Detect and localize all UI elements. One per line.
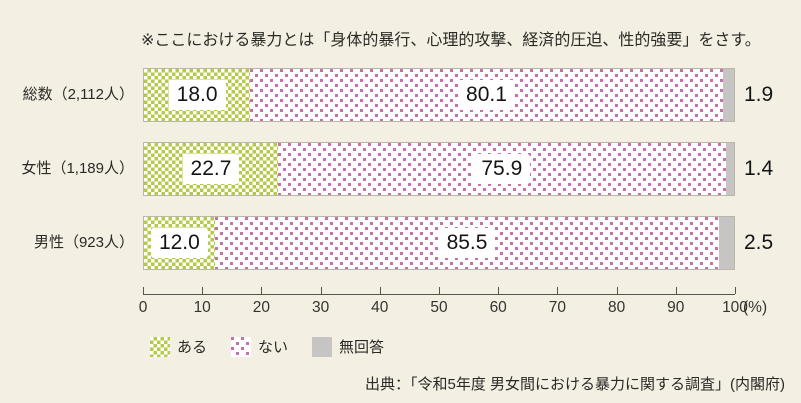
stacked-bar-male: 12.0 85.5: [143, 216, 735, 270]
axis-tick: [202, 287, 204, 294]
axis-tick: [143, 287, 144, 294]
axis-tick: [557, 287, 559, 294]
legend-label-aru: ある: [177, 339, 208, 356]
value-label-aru-total: 18.0: [168, 80, 226, 110]
axis-tick: [439, 287, 440, 294]
value-label-nai-female: 75.9: [473, 154, 531, 184]
axis-tick: [675, 287, 677, 294]
bar-row-male: 男性（923人） 12.0 85.5 2.5: [0, 216, 801, 270]
segment-nai-total: 80.1: [250, 69, 723, 121]
x-axis: [143, 286, 736, 295]
chart-note: ※ここにおける暴力とは「身体的暴行、心理的攻撃、経済的圧迫、性的強要」をさす。: [141, 32, 761, 49]
segment-mukaito-male: [719, 217, 734, 269]
legend-swatch-aru: [150, 336, 170, 357]
stacked-bar-total: 18.0 80.1: [143, 68, 735, 122]
segment-aru-total: 18.0: [144, 69, 251, 121]
tick-label-30: 30: [311, 299, 330, 316]
axis-unit-label: (%): [743, 299, 768, 316]
stacked-bar-female: 22.7 75.9: [143, 142, 735, 196]
category-label-female: 女性（1,189人）: [21, 160, 134, 177]
axis-tick: [498, 287, 500, 294]
segment-nai-male: 85.5: [214, 217, 720, 269]
legend-label-mukaito: 無回答: [339, 339, 385, 356]
legend-item-aru: ある: [150, 336, 207, 357]
segment-aru-male: 12.0: [144, 217, 215, 269]
axis-tick: [616, 287, 618, 294]
category-label-total: 総数（2,112人）: [22, 86, 134, 103]
tick-label-40: 40: [371, 299, 389, 316]
axis-tick: [379, 287, 381, 294]
tick-label-70: 70: [548, 299, 567, 316]
legend-item-nai: ない: [231, 336, 288, 357]
axis-tick: [735, 287, 736, 294]
segment-nai-female: 75.9: [277, 143, 726, 195]
tick-label-100: 100: [722, 299, 748, 316]
value-label-mukaito-male: 2.5: [744, 231, 774, 254]
tick-label-90: 90: [667, 299, 685, 316]
legend-label-nai: ない: [258, 339, 289, 356]
tick-label-50: 50: [430, 299, 448, 316]
value-label-aru-male: 12.0: [150, 228, 208, 258]
legend: ある ない 無回答: [150, 336, 408, 357]
value-label-mukaito-total: 1.9: [744, 83, 774, 106]
value-label-aru-female: 22.7: [182, 154, 240, 184]
value-label-mukaito-female: 1.4: [744, 157, 774, 180]
category-label-male: 男性（923人）: [33, 234, 134, 251]
tick-label-20: 20: [252, 299, 271, 316]
legend-swatch-nai: [231, 336, 252, 357]
segment-mukaito-female: [725, 143, 734, 195]
tick-label-0: 0: [138, 299, 148, 316]
source-citation: 出典：「令和5年度 男女間における暴力に関する調査」(内閣府): [364, 376, 785, 393]
segment-aru-female: 22.7: [144, 143, 278, 195]
tick-label-10: 10: [193, 299, 211, 316]
segment-mukaito-total: [722, 69, 734, 121]
tick-label-80: 80: [607, 299, 626, 316]
bar-row-total: 総数（2,112人） 18.0 80.1 1.9: [0, 68, 801, 122]
legend-swatch-mukaito: [312, 336, 333, 357]
axis-tick: [320, 287, 322, 294]
legend-item-mukaito: 無回答: [312, 336, 384, 357]
bar-row-female: 女性（1,189人） 22.7 75.9 1.4: [0, 142, 801, 196]
value-label-nai-total: 80.1: [458, 80, 515, 110]
tick-label-60: 60: [489, 299, 507, 316]
axis-tick: [261, 287, 263, 294]
x-axis-labels: 0 10 20 30 40 50 60 70 80 90 100 (%): [139, 299, 767, 319]
value-label-nai-male: 85.5: [438, 228, 496, 258]
